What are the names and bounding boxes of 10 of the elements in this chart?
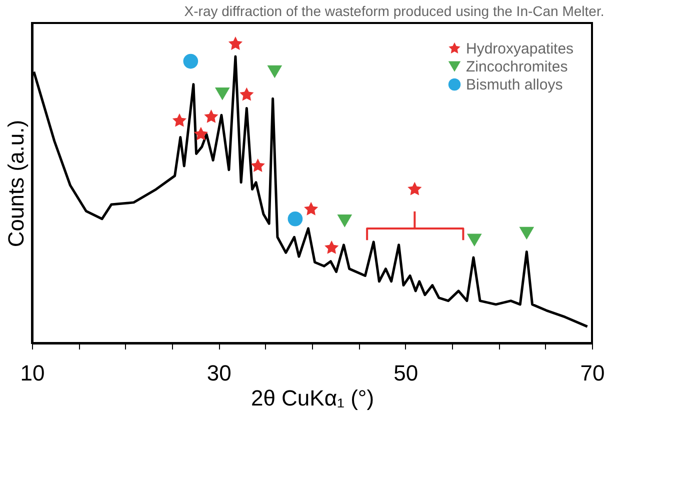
x-tick-label: 30 (206, 360, 232, 386)
chart-title: X-ray diffraction of the wasteform produced using the In-Can Melter. (184, 3, 604, 19)
x-tick-label: 10 (20, 360, 45, 386)
legend-label: Zincochromites (466, 58, 568, 76)
legend-label: Bismuth alloys (466, 76, 563, 94)
x-tick-label: 70 (580, 360, 605, 386)
y-axis-title: Counts (a.u.) (4, 120, 28, 248)
x-tick-label: 50 (394, 360, 418, 386)
legend-label: Hydroxyapatites (466, 40, 574, 58)
x-axis-title: 2θ CuKα₁ (°) (250, 386, 374, 410)
